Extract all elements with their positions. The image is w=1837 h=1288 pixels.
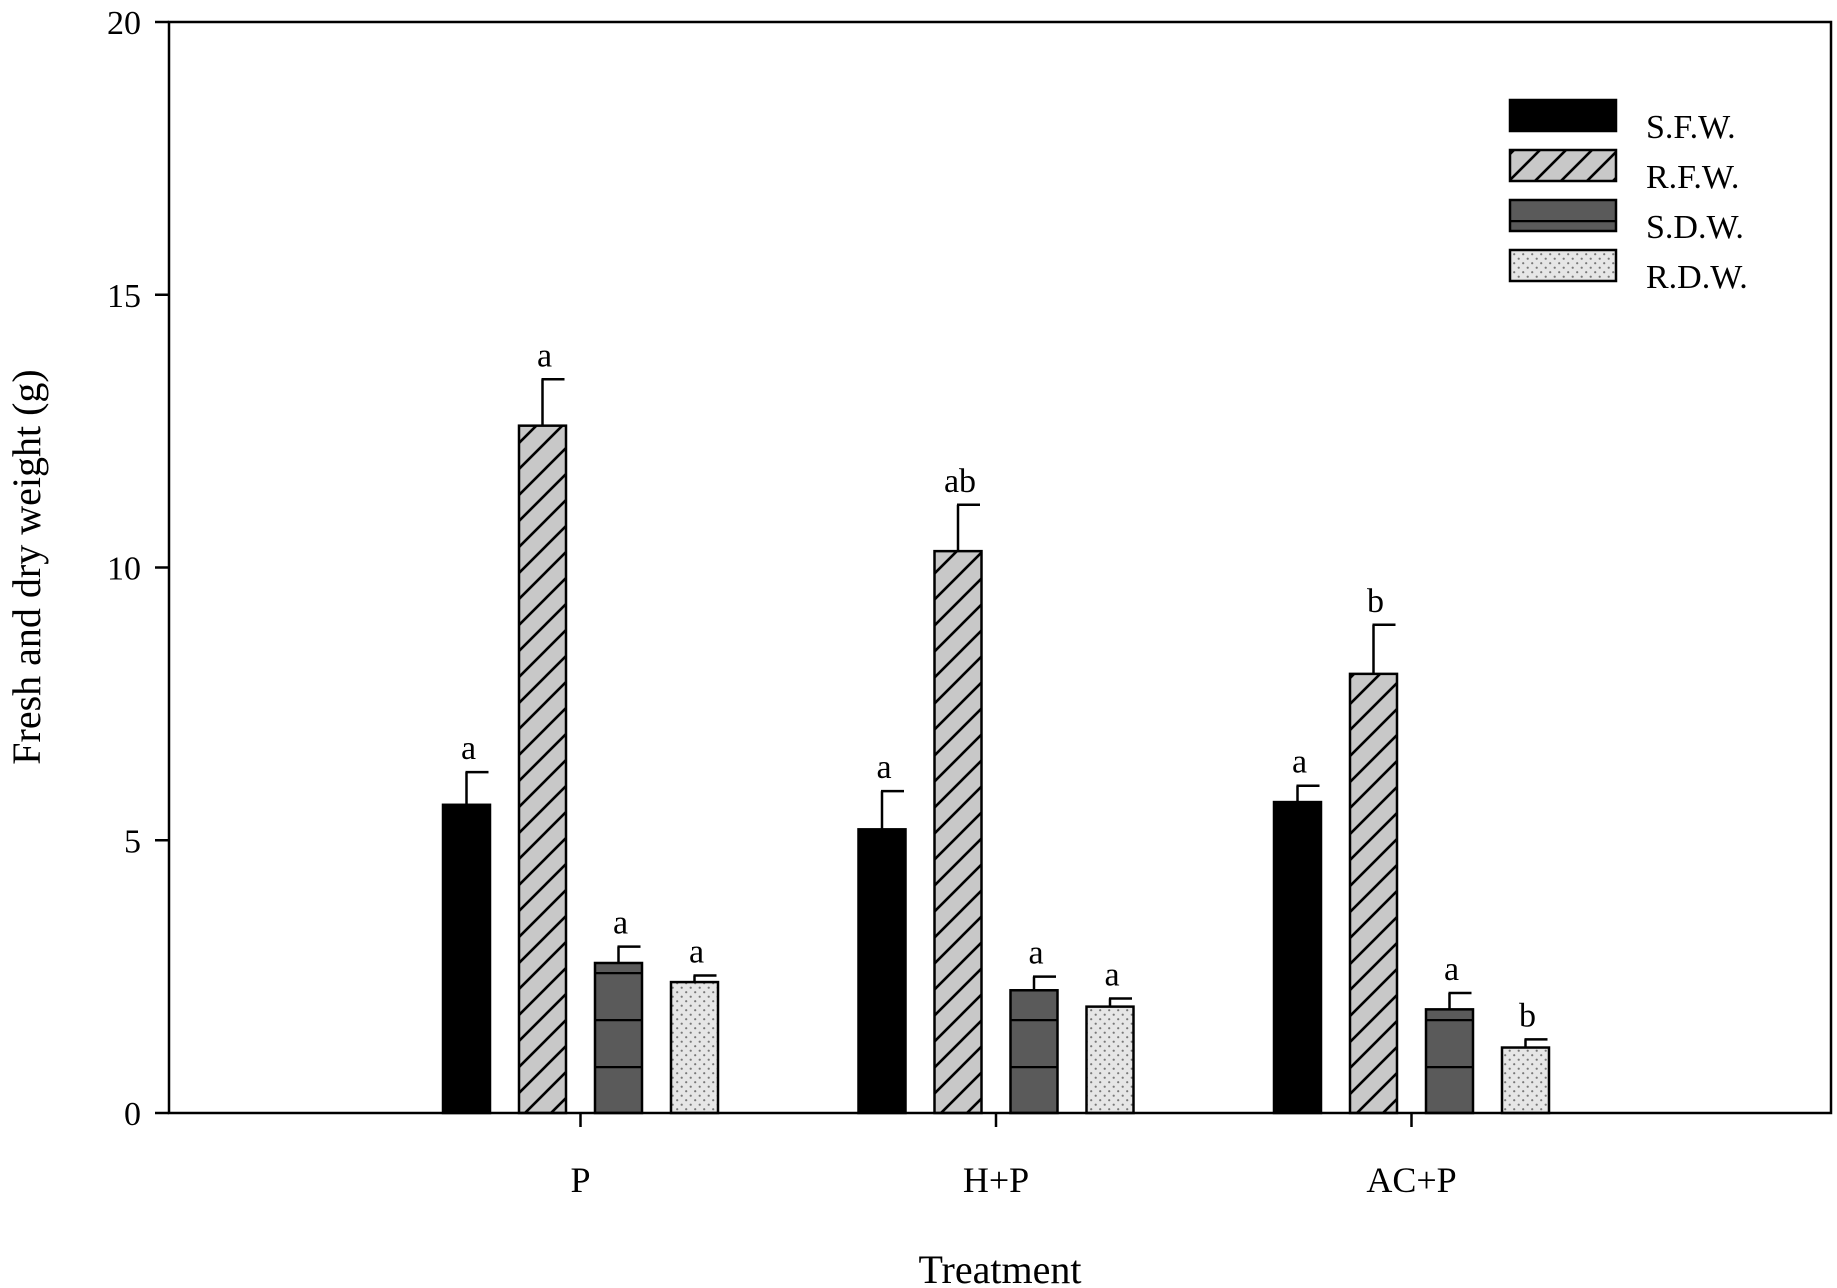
significance-label: ab bbox=[944, 463, 976, 500]
legend-swatch bbox=[1508, 148, 1618, 183]
bars-layer bbox=[441, 424, 1551, 1115]
significance-label: a bbox=[613, 905, 628, 942]
significance-label: a bbox=[1104, 956, 1119, 993]
bar bbox=[517, 424, 568, 1115]
y-axis: 0 5 10 15 20 bbox=[107, 5, 169, 1133]
legend-label: S.D.W. bbox=[1646, 209, 1744, 246]
bar bbox=[1348, 672, 1399, 1115]
significance-label: a bbox=[876, 749, 891, 786]
bar bbox=[593, 961, 644, 1115]
x-tick-label: H+P bbox=[963, 1160, 1029, 1200]
y-tick-label: 20 bbox=[107, 5, 141, 42]
significance-label: a bbox=[1292, 744, 1307, 781]
legend-label: R.F.W. bbox=[1646, 159, 1739, 196]
bar bbox=[1424, 1008, 1475, 1115]
y-tick-label: 5 bbox=[124, 823, 141, 860]
bar bbox=[1500, 1046, 1551, 1115]
bar bbox=[669, 980, 720, 1115]
legend-label: S.F.W. bbox=[1646, 109, 1736, 146]
significance-label: a bbox=[537, 337, 552, 374]
legend-label: R.D.W. bbox=[1646, 259, 1748, 296]
significance-label: b bbox=[1519, 997, 1536, 1034]
significance-label: a bbox=[1028, 935, 1043, 972]
y-tick-label: 0 bbox=[124, 1096, 141, 1133]
legend-swatch bbox=[1508, 98, 1618, 133]
significance-label: a bbox=[461, 730, 476, 767]
significance-label: b bbox=[1367, 583, 1384, 620]
bar bbox=[441, 803, 492, 1115]
x-axis-title: Treatment bbox=[919, 1247, 1082, 1288]
bar bbox=[1009, 989, 1059, 1115]
x-axis: P H+P AC+P bbox=[570, 1113, 1457, 1200]
bar bbox=[933, 549, 983, 1115]
bar bbox=[1272, 800, 1323, 1115]
y-tick-label: 10 bbox=[107, 551, 141, 588]
plot-frame bbox=[167, 20, 1833, 1115]
legend: S.F.W. R.F.W. S.D.W. R.D.W. bbox=[1508, 98, 1748, 296]
bar bbox=[1085, 1005, 1135, 1115]
x-tick-label: P bbox=[570, 1160, 590, 1200]
x-tick-label: AC+P bbox=[1366, 1160, 1456, 1200]
y-tick-label: 15 bbox=[107, 278, 141, 315]
legend-swatch bbox=[1508, 198, 1618, 233]
significance-label: a bbox=[689, 934, 704, 971]
bar bbox=[857, 828, 907, 1115]
legend-swatch bbox=[1508, 248, 1618, 283]
significance-label: a bbox=[1444, 951, 1459, 988]
y-axis-title: Fresh and dry weight (g) bbox=[4, 369, 49, 764]
